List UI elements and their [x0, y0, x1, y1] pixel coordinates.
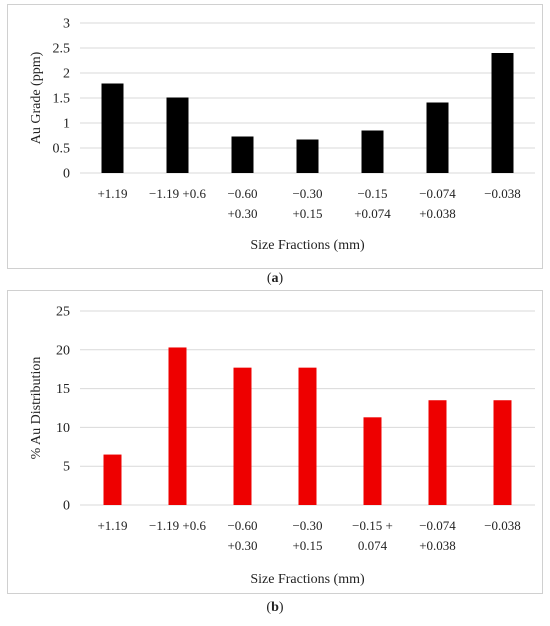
chart-a-bar [426, 102, 449, 173]
chart-a-y-tick-label: 2.5 [53, 42, 71, 57]
chart-a-x-tick-label: +0.074 [354, 206, 391, 221]
chart-a-bar [361, 130, 384, 173]
chart-b-bar [233, 367, 252, 505]
chart-b-x-tick-label: −0.30 [292, 518, 322, 533]
chart-a-x-tick-label: −0.074 [419, 186, 456, 201]
chart-a-x-tick-label: +0.15 [292, 206, 322, 221]
chart-b-y-tick-label: 10 [56, 421, 70, 436]
chart-a-y-tick-label: 2 [63, 67, 70, 82]
chart-b-x-tick-label: +0.30 [227, 538, 257, 553]
chart-b-y-tick-label: 20 [56, 343, 70, 358]
chart-b-x-tick-label: +1.19 [97, 518, 127, 533]
chart-a-y-tick-label: 0.5 [53, 142, 71, 157]
chart-a-bar [231, 136, 254, 173]
chart-a-x-tick-label: +0.038 [419, 206, 456, 221]
chart-a-x-tick-label: +1.19 [97, 186, 127, 201]
chart-a-bar [491, 53, 514, 173]
chart-a-x-tick-label: −0.60 [227, 186, 257, 201]
chart-a-y-axis-title: Au Grade (ppm) [29, 51, 44, 144]
chart-a-x-tick-label: −0.30 [292, 186, 322, 201]
caption-a: (a) [266, 271, 284, 286]
chart-a-y-tick-label: 0 [63, 167, 70, 182]
chart-b-x-tick-label: 0.074 [358, 538, 388, 553]
chart-b-bar [168, 347, 187, 505]
chart-b-bar [428, 400, 447, 505]
chart-b-y-tick-label: 15 [56, 382, 70, 397]
chart-b-bar [103, 454, 122, 505]
chart-b-x-tick-label: −0.074 [419, 518, 456, 533]
chart-b-x-tick-label: −0.60 [227, 518, 257, 533]
chart-b-x-tick-label: +0.15 [292, 538, 322, 553]
chart-a-x-tick-label: −1.19 +0.6 [149, 186, 206, 201]
chart-b-bar [493, 400, 512, 505]
chart-a-x-tick-label: +0.30 [227, 206, 257, 221]
chart-b-frame [7, 290, 543, 594]
chart-b-x-tick-label: −1.19 +0.6 [149, 518, 206, 533]
chart-a-x-tick-label: −0.038 [484, 186, 521, 201]
chart-a-bar [101, 83, 124, 173]
chart-a-bar [166, 97, 189, 173]
chart-a-bar [296, 139, 319, 173]
chart-b-bar [363, 417, 382, 505]
chart-b-y-tick-label: 0 [63, 499, 70, 514]
chart-a-x-tick-label: −0.15 [357, 186, 387, 201]
chart-a-y-tick-label: 1.5 [53, 92, 71, 107]
chart-b-x-tick-label: −0.038 [484, 518, 521, 533]
chart-b-x-tick-label: +0.038 [419, 538, 456, 553]
chart-b-y-axis-title: % Au Distribution [29, 357, 44, 460]
chart-b-bar [298, 367, 317, 505]
chart-a-y-tick-label: 1 [63, 117, 70, 132]
chart-b-x-tick-label: −0.15 + [352, 518, 393, 533]
chart-a-y-tick-label: 3 [63, 17, 70, 32]
chart-b-x-axis-title: Size Fractions (mm) [250, 572, 365, 587]
chart-b-y-tick-label: 5 [63, 460, 70, 475]
chart-a-x-axis-title: Size Fractions (mm) [250, 238, 365, 253]
chart-b-y-tick-label: 25 [56, 305, 70, 320]
caption-b: (b) [266, 600, 284, 615]
